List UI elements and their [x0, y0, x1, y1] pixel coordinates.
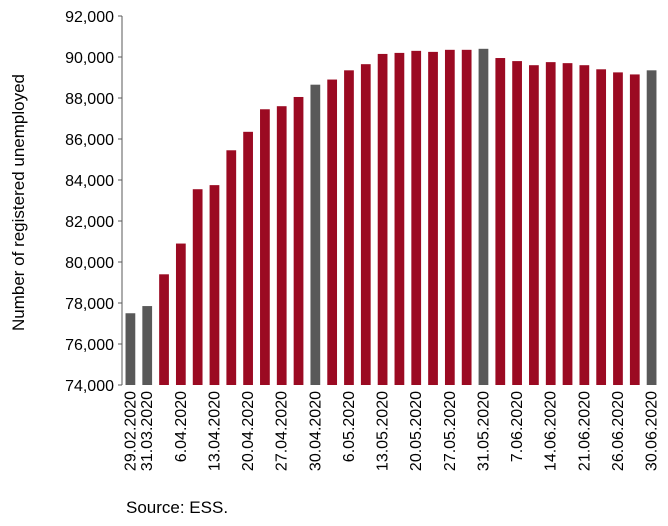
x-tick-labels: 29.02.2020 31.03.2020 6.04.2020 13.04.2020 2…: [122, 391, 660, 471]
bar-16: [394, 52, 405, 386]
y-tick-label-6: 86,000: [65, 132, 114, 149]
y-tick-label-3: 80,000: [65, 255, 114, 272]
x-tick-label-11: 30.04.2020: [307, 391, 324, 471]
bar-5: [209, 185, 220, 386]
y-tick-label-2: 78,000: [65, 296, 114, 313]
bar-1: [142, 306, 153, 385]
x-tick-label-21: 31.05.2020: [475, 391, 492, 471]
y-axis-title: Number of registered unemployed: [9, 74, 28, 331]
bar-3: [175, 243, 186, 385]
bar-27: [579, 65, 590, 385]
x-tick-label-25: 14.06.2020: [543, 391, 560, 471]
bar-14: [360, 64, 371, 386]
bar-18: [428, 51, 438, 386]
bar-20: [461, 49, 472, 385]
bar-13: [344, 70, 354, 385]
x-tick-label-7: 20.04.2020: [240, 391, 257, 471]
x-tick-label-29: 26.06.2020: [610, 391, 627, 471]
bar-8: [260, 109, 270, 386]
bar-12: [327, 79, 338, 386]
y-tick-label-9: 92,000: [65, 9, 114, 26]
bar-29: [613, 72, 623, 386]
bar-30: [629, 74, 640, 386]
y-tick-labels: 74,000 76,000 78,000 80,000 82,000 84,000 86,0…: [65, 9, 122, 395]
bar-21: [478, 48, 489, 386]
bar-31: [646, 70, 657, 385]
x-tick-label-17: 20.05.2020: [408, 391, 425, 471]
x-tick-label-31: 30.06.2020: [644, 391, 661, 471]
x-tick-label-23: 7.06.2020: [509, 391, 526, 462]
y-tick-label-5: 84,000: [65, 173, 114, 190]
bar-11: [310, 84, 321, 386]
y-tick-label-1: 76,000: [65, 337, 114, 354]
y-tick-label-4: 82,000: [65, 214, 114, 231]
bar-28: [596, 69, 607, 386]
x-tick-label-13: 6.05.2020: [341, 391, 358, 462]
y-tick-label-0: 74,000: [65, 378, 114, 395]
bar-10: [293, 96, 304, 385]
bar-24: [529, 65, 539, 385]
bar-7: [243, 131, 253, 385]
x-tick-label-15: 13.05.2020: [375, 391, 392, 471]
x-tick-label-19: 27.05.2020: [442, 391, 459, 471]
x-tick-label-27: 21.06.2020: [576, 391, 593, 471]
bar-15: [377, 53, 388, 386]
x-tick-label-3: 6.04.2020: [173, 391, 190, 462]
y-tick-label-7: 88,000: [65, 91, 114, 108]
y-tick-label-8: 90,000: [65, 50, 114, 67]
bar-19: [444, 49, 455, 385]
bar-25: [545, 62, 556, 386]
x-tick-label-5: 13.04.2020: [206, 391, 223, 471]
bar-6: [226, 150, 237, 385]
bars-group: [125, 48, 657, 386]
bar-17: [411, 50, 422, 385]
bar-4: [192, 189, 203, 385]
x-tick-label-0: 29.02.2020: [122, 391, 139, 471]
bar-9: [276, 106, 287, 385]
bar-0: [125, 313, 136, 385]
source-note: Source: ESS.: [126, 498, 229, 517]
bar-22: [495, 58, 506, 385]
x-tick-label-9: 27.04.2020: [274, 391, 291, 471]
bar-2: [159, 274, 169, 385]
x-tick-label-1: 31.03.2020: [139, 391, 156, 471]
bar-23: [512, 61, 522, 385]
bar-26: [562, 63, 573, 386]
